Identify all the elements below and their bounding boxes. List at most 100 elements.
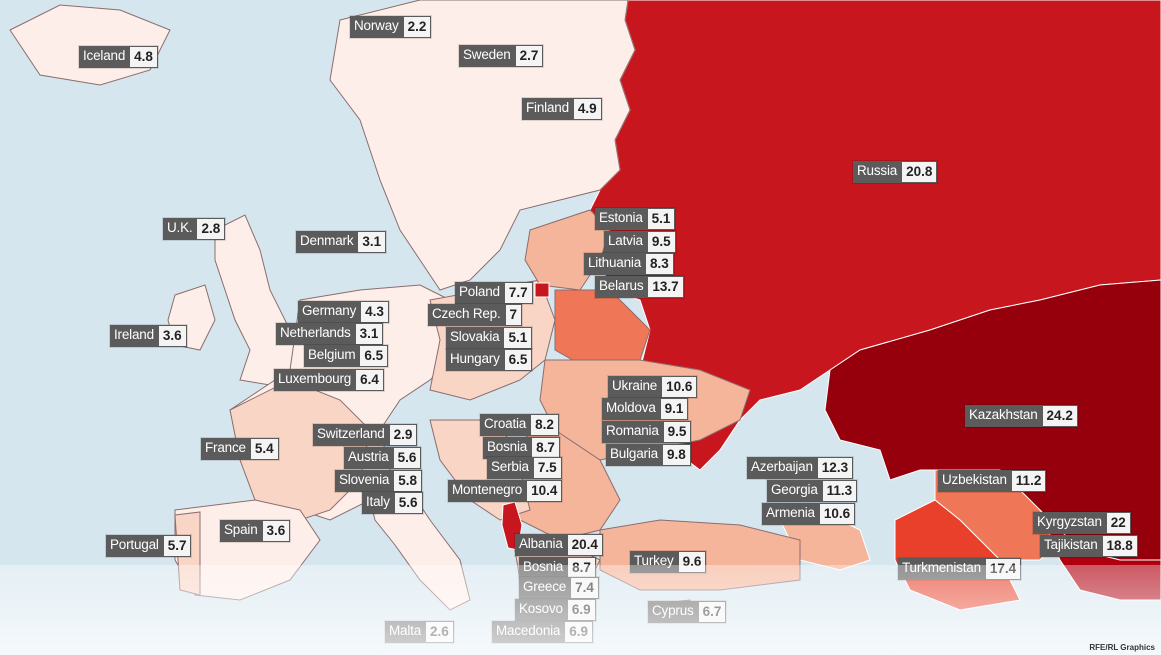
country-value: 9.8 — [661, 444, 691, 466]
country-label: Estonia 5.1 — [595, 208, 676, 230]
country-value: 18.8 — [1101, 535, 1138, 557]
country-name: Latvia — [604, 231, 647, 253]
country-label: Latvia 9.5 — [604, 231, 676, 253]
country-value: 5.8 — [393, 470, 422, 492]
country-value: 3.6 — [157, 325, 187, 347]
country-label: Portugal 5.7 — [106, 535, 192, 557]
country-label: Russia 20.8 — [853, 161, 938, 183]
bottom-fade — [0, 565, 1161, 655]
country-value: 24.2 — [1041, 405, 1078, 427]
country-value: 3.6 — [261, 520, 291, 542]
country-value: 22 — [1105, 512, 1131, 534]
country-name: Norway — [350, 16, 403, 38]
country-name: Slovenia — [335, 470, 394, 492]
region-kaliningrad — [534, 282, 550, 298]
country-label: Austria 5.6 — [344, 447, 422, 469]
country-name: Belarus — [595, 276, 648, 298]
country-value: 12.3 — [816, 457, 854, 479]
country-label: Luxembourg 6.4 — [274, 369, 384, 391]
country-name: Spain — [220, 520, 262, 542]
country-name: U.K. — [163, 218, 197, 240]
country-name: Netherlands — [276, 323, 355, 345]
country-label: Bulgaria 9.8 — [606, 444, 691, 466]
country-name: Ukraine — [608, 376, 662, 398]
country-name: Serbia — [487, 457, 533, 479]
country-name: Switzerland — [313, 424, 389, 446]
country-value: 5.7 — [162, 535, 192, 557]
country-name: Estonia — [595, 208, 647, 230]
country-value: 7.7 — [503, 282, 533, 304]
country-label: Switzerland 2.9 — [313, 424, 418, 446]
country-value: 2.9 — [388, 424, 418, 446]
country-value: 10.6 — [661, 376, 698, 398]
country-label: Czech Rep. 7 — [428, 304, 523, 326]
country-name: Romania — [602, 421, 663, 443]
country-value: 2.8 — [196, 218, 226, 240]
country-value: 10.6 — [818, 503, 856, 525]
country-name: Luxembourg — [274, 369, 356, 391]
country-name: Azerbaijan — [747, 457, 817, 479]
country-name: Denmark — [296, 231, 358, 253]
country-label: Slovenia 5.8 — [335, 470, 422, 492]
country-name: Finland — [522, 98, 573, 120]
country-label: Albania 20.4 — [515, 534, 603, 556]
country-label: Kyrgyzstan 22 — [1033, 512, 1131, 534]
country-label: Belgium 6.5 — [304, 345, 389, 367]
country-name: Montenegro — [448, 480, 527, 502]
country-label: Uzbekistan 11.2 — [938, 470, 1047, 492]
country-name: Bulgaria — [606, 444, 662, 466]
country-name: Lithuania — [584, 253, 645, 275]
country-value: 11.3 — [821, 480, 858, 502]
country-label: Romania 9.5 — [602, 421, 692, 443]
country-value: 5.4 — [249, 438, 279, 460]
country-label: France 5.4 — [201, 438, 279, 460]
country-value: 5.1 — [646, 208, 676, 230]
country-name: Slovakia — [446, 327, 504, 349]
country-label: Spain 3.6 — [220, 520, 291, 542]
country-label: Denmark 3.1 — [296, 231, 387, 253]
country-value: 5.1 — [503, 327, 533, 349]
country-name: Austria — [344, 447, 393, 469]
country-value: 6.5 — [503, 349, 533, 371]
country-label: Ireland 3.6 — [110, 325, 187, 347]
country-value: 6.5 — [359, 345, 389, 367]
country-name: Kazakhstan — [965, 405, 1042, 427]
country-name: Portugal — [106, 535, 163, 557]
country-name: Czech Rep. — [428, 304, 505, 326]
country-label: Slovakia 5.1 — [446, 327, 533, 349]
country-value: 8.7 — [531, 437, 560, 459]
country-value: 2.7 — [514, 45, 544, 67]
country-label: Armenia 10.6 — [762, 503, 856, 525]
country-label: Azerbaijan 12.3 — [747, 457, 854, 479]
country-name: Armenia — [762, 503, 819, 525]
country-name: Uzbekistan — [938, 470, 1011, 492]
country-value: 13.7 — [647, 276, 684, 298]
country-label: Iceland 4.8 — [79, 46, 158, 68]
country-label: Germany 4.3 — [298, 301, 389, 323]
country-value: 7 — [504, 304, 523, 326]
country-value: 9.5 — [662, 421, 692, 443]
country-label: Italy 5.6 — [362, 492, 423, 514]
region-scandinavia — [329, 0, 636, 291]
country-value: 11.2 — [1010, 470, 1047, 492]
country-name: France — [201, 438, 250, 460]
country-value: 8.3 — [645, 253, 674, 275]
country-value: 10.4 — [526, 480, 563, 502]
country-value: 6.4 — [355, 369, 384, 391]
country-name: Poland — [455, 282, 504, 304]
country-name: Sweden — [459, 45, 515, 67]
country-name: Tajikistan — [1040, 535, 1102, 557]
country-value: 4.8 — [129, 46, 158, 68]
country-label: Tajikistan 18.8 — [1040, 535, 1138, 557]
country-name: Georgia — [767, 480, 822, 502]
country-name: Croatia — [480, 414, 531, 436]
country-value: 9.1 — [659, 398, 689, 420]
country-name: Belgium — [304, 345, 360, 367]
country-name: Hungary — [446, 349, 504, 371]
country-label: Kazakhstan 24.2 — [965, 405, 1078, 427]
country-label: Moldova 9.1 — [602, 398, 689, 420]
country-value: 8.2 — [530, 414, 559, 436]
country-value: 5.6 — [392, 447, 422, 469]
country-label: Norway 2.2 — [350, 16, 432, 38]
